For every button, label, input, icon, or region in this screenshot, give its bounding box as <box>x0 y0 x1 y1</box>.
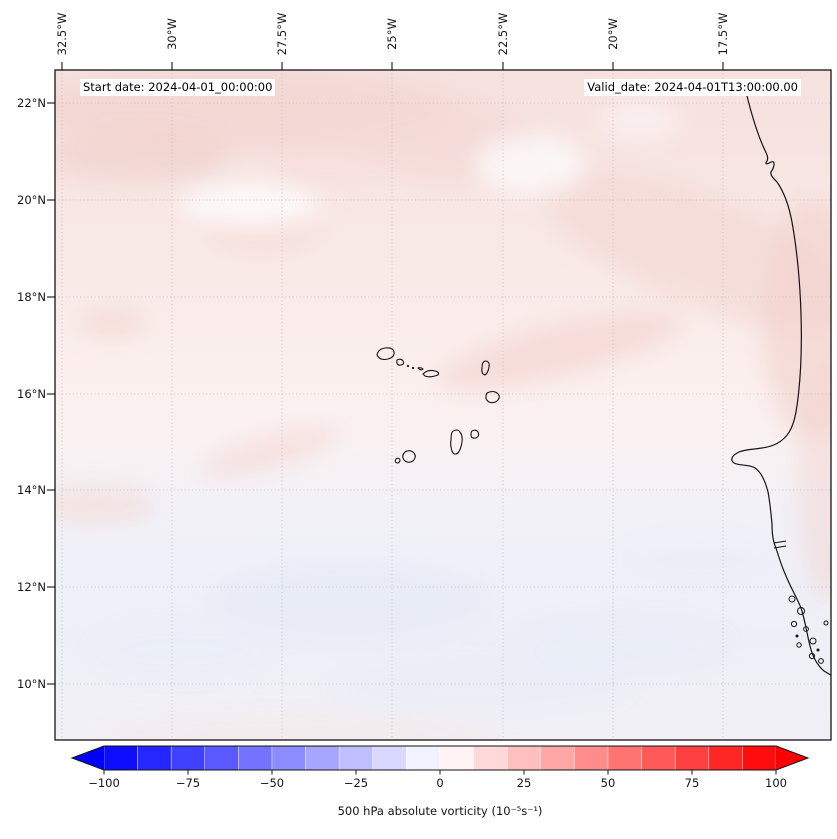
lon-tick-label: 27.5°W <box>275 12 289 56</box>
lat-tick-label: 16°N <box>17 387 46 401</box>
colorbar-segment <box>607 745 642 771</box>
colorbar-segment <box>305 745 340 771</box>
graticule-gridlines <box>55 70 831 740</box>
colorbar-segment <box>271 745 306 771</box>
vorticity-anomaly-blobs <box>55 70 831 740</box>
bijagos-islets <box>788 595 829 664</box>
lon-tick-label: 17.5°W <box>716 12 730 56</box>
lat-tick-label: 12°N <box>17 580 46 594</box>
lat-tick-label: 10°N <box>17 677 46 691</box>
colorbar-segment <box>170 745 206 771</box>
colorbar-segment <box>574 745 609 771</box>
colorbar-canvas <box>70 745 810 775</box>
colorbar-segment <box>338 745 374 771</box>
lat-tick-label: 22°N <box>17 96 46 110</box>
colorbar-tick-label: −100 <box>88 776 120 790</box>
colorbar-segment <box>473 745 508 771</box>
colorbar-segment <box>742 745 777 771</box>
colorbar-ticks <box>103 770 777 775</box>
colorbar-segment <box>674 745 710 771</box>
lon-tick-label: 30°W <box>165 18 179 50</box>
lon-tick-label: 22.5°W <box>496 12 510 56</box>
colorbar-label: 500 hPa absolute vorticity (10⁻⁵s⁻¹) <box>337 804 543 818</box>
plot-border <box>54 69 832 741</box>
colorbar-tick-label: −50 <box>259 776 285 790</box>
africa-coastline <box>731 95 831 676</box>
lon-tick-label: 25°W <box>385 18 399 50</box>
valid-date-annotation: Valid_date: 2024-04-01T13:00:00.00 <box>584 79 801 96</box>
lat-tick-label: 14°N <box>17 483 46 497</box>
start-date-annotation: Start date: 2024-04-01_00:00:00 <box>80 79 276 96</box>
lon-tick-label: 20°W <box>606 18 620 50</box>
colorbar-segment <box>439 745 474 771</box>
colorbar-tick-label: 100 <box>765 776 787 790</box>
map-canvas <box>47 62 832 741</box>
colorbar-segment <box>372 745 407 771</box>
colorbar-tick-label: −75 <box>175 776 201 790</box>
colorbar-tick-label: 50 <box>600 776 616 790</box>
colorbar-segment <box>506 745 542 771</box>
colorbar-extend-left <box>72 746 104 770</box>
colorbar-segment <box>103 745 138 771</box>
colorbar-extend-right <box>776 746 808 770</box>
vorticity-field <box>55 70 831 740</box>
colorbar-segment <box>137 745 172 771</box>
colorbar-segment <box>406 745 441 771</box>
colorbar-segment <box>540 745 575 771</box>
colorbar-tick-label: 0 <box>436 776 444 790</box>
colorbar-tick-label: 75 <box>684 776 700 790</box>
colorbar-segment <box>204 745 239 771</box>
lon-tick-label: 32.5°W <box>55 12 69 56</box>
colorbar-tick-label: 25 <box>516 776 532 790</box>
colorbar-tick-label: −25 <box>343 776 369 790</box>
lat-tick-label: 20°N <box>17 193 46 207</box>
colorbar-segment <box>238 745 273 771</box>
lat-tick-label: 18°N <box>17 290 46 304</box>
colorbar-gradient <box>103 745 777 771</box>
axis-ticks <box>47 62 724 685</box>
cape-verde-islands <box>376 347 500 464</box>
colorbar-segment <box>641 745 676 771</box>
colorbar-segment <box>708 745 743 771</box>
